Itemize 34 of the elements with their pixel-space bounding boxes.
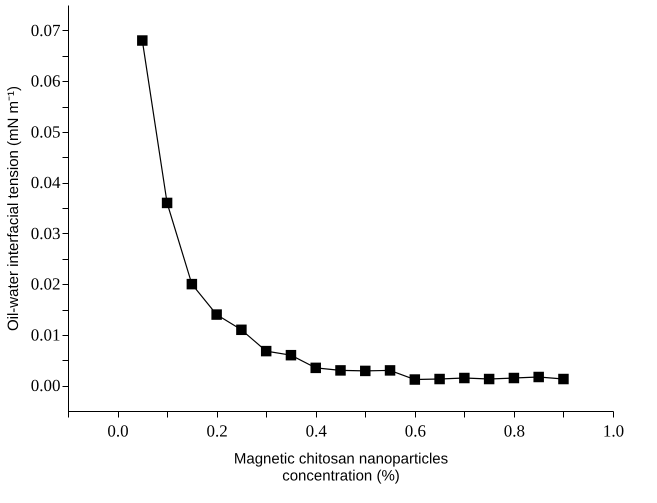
x-tick-label: 0.6 (404, 422, 426, 440)
y-tick-label: 0.07 (30, 20, 61, 40)
point (335, 365, 346, 376)
point (286, 350, 296, 360)
point (186, 278, 198, 290)
point (137, 35, 148, 46)
point (360, 366, 371, 376)
point (310, 362, 321, 374)
y-tick-label: 0.05 (30, 122, 60, 142)
y-tick-label: 0.06 (30, 72, 60, 91)
text: 0.00 (30, 376, 60, 396)
y-axis-title: Oil-water interfacial tension (mN m⁻¹) (4, 86, 22, 332)
point (410, 374, 420, 385)
point (533, 372, 544, 382)
y-tick-label: 0.02 (30, 274, 60, 294)
point (384, 365, 396, 376)
x-tick-label: 0.8 (504, 422, 526, 440)
x-tick-label: 0.2 (206, 422, 228, 440)
point (260, 346, 272, 356)
text: 0.0 (107, 422, 129, 440)
y-tick-label: 0.04 (30, 173, 61, 192)
y-tick-label: 0.01 (30, 325, 60, 344)
text: 1.0 (602, 422, 624, 440)
point (162, 198, 172, 208)
point (484, 374, 494, 384)
x-tick-label: 0.4 (306, 422, 328, 440)
point (211, 309, 222, 320)
point (508, 372, 520, 384)
point (434, 374, 445, 384)
point (236, 324, 247, 336)
point (558, 374, 569, 384)
y-tick-label: 0.03 (30, 224, 60, 243)
point (459, 372, 470, 384)
x-axis-title: Magnetic chitosan nanoparticles concentration (%) (234, 450, 448, 484)
